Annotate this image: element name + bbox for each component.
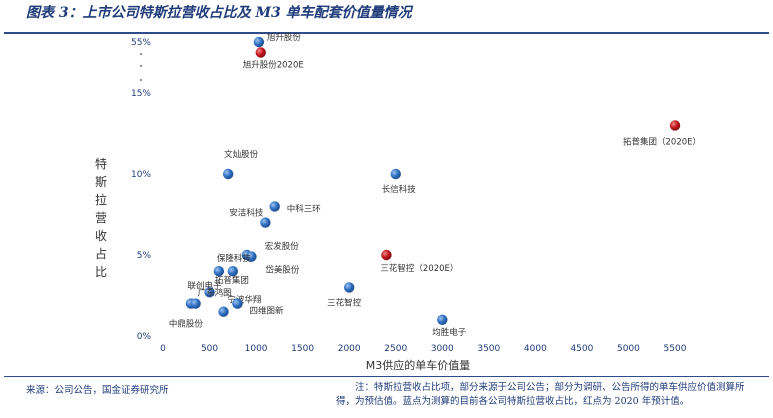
axis-break-dot — [140, 79, 142, 81]
data-point-blue — [213, 266, 225, 277]
point-label: 宁波华翔 — [227, 295, 261, 306]
x-tick-label: 2000 — [338, 344, 361, 354]
source-divider — [4, 376, 769, 377]
data-point-blue — [218, 306, 229, 317]
point-label: 四维图新 — [249, 306, 284, 317]
data-point-red — [669, 120, 681, 131]
source-text: 来源：公司公告，国金证券研究所 — [26, 385, 169, 396]
x-tick-label: 4500 — [570, 344, 593, 354]
data-point-blue — [253, 36, 265, 48]
point-label: 宏发股份 — [265, 241, 300, 252]
point-label: 保隆科技 — [217, 253, 252, 264]
y-tick-label: 15% — [131, 89, 151, 99]
y-axis-label: 特斯拉营收占比 — [94, 157, 107, 279]
x-tick-label: 3000 — [431, 344, 454, 354]
y-tick-label: 0% — [137, 332, 152, 342]
point-label: 广东鸿图 — [198, 288, 232, 299]
figure-title: 图表 3：上市公司特斯拉营收占比及 M3 单车配套价值量情况 — [26, 5, 412, 21]
x-tick-label: 0 — [160, 344, 166, 354]
data-point-blue — [437, 314, 448, 325]
data-point-blue — [269, 201, 280, 212]
data-point-blue — [390, 168, 401, 180]
data-point-blue — [190, 298, 201, 309]
data-point-blue — [222, 168, 234, 180]
data-point-red — [255, 47, 266, 58]
data-point-blue — [232, 298, 243, 309]
point-label: 旭升股份 — [267, 32, 302, 43]
x-tick-label: 5500 — [664, 344, 687, 354]
data-point-blue — [227, 266, 239, 277]
point-label: 文灿股份 — [224, 149, 259, 160]
point-label: 拓普集团（2020E） — [623, 136, 701, 147]
x-axis-label: M3供应的单车价值量 — [366, 358, 471, 372]
point-label: 三花智控 — [327, 297, 362, 308]
point-label: 中鼎股份 — [169, 319, 204, 330]
data-point-blue — [260, 217, 271, 228]
title-bar — [4, 8, 769, 34]
point-label: 三花智控（2020E） — [380, 263, 458, 274]
point-label: 均胜电子 — [432, 327, 467, 338]
point-label: 中科三环 — [287, 203, 322, 214]
y-tick-label: 10% — [131, 170, 151, 180]
axis-break-dot — [140, 65, 142, 67]
data-point-red — [381, 249, 392, 261]
x-tick-label: 500 — [201, 344, 218, 354]
point-label: 岱美股份 — [265, 265, 300, 276]
data-point-blue — [343, 282, 355, 293]
x-tick-label: 2500 — [384, 344, 407, 354]
x-tick-label: 4000 — [524, 344, 547, 354]
data-point-blue — [204, 287, 215, 298]
chart-axes: 0 500 1000 1500 2000 2500 3000 3500 4000 4500 5000… — [131, 38, 687, 372]
point-label: 安洁科技 — [229, 208, 264, 219]
axis-break-dot — [140, 53, 142, 55]
point-label: 联创电子 — [188, 280, 223, 291]
data-point-blue — [246, 251, 257, 262]
point-label: 旭升股份2020E — [243, 60, 304, 71]
y-tick-label: 5% — [137, 251, 152, 261]
x-tick-label: 1000 — [245, 344, 268, 354]
x-tick-label: 1500 — [291, 344, 314, 354]
note-text: 注：特斯拉营收占比项，部分来源于公司公告；部分为调研、公告所得的单车供应价值测算… — [336, 382, 745, 407]
x-tick-label: 5000 — [617, 344, 640, 354]
point-label: 长信科技 — [382, 184, 417, 195]
y-tick-label: 55% — [131, 38, 151, 48]
x-tick-label: 3500 — [477, 344, 500, 354]
point-label: 拓普集团 — [215, 275, 249, 286]
